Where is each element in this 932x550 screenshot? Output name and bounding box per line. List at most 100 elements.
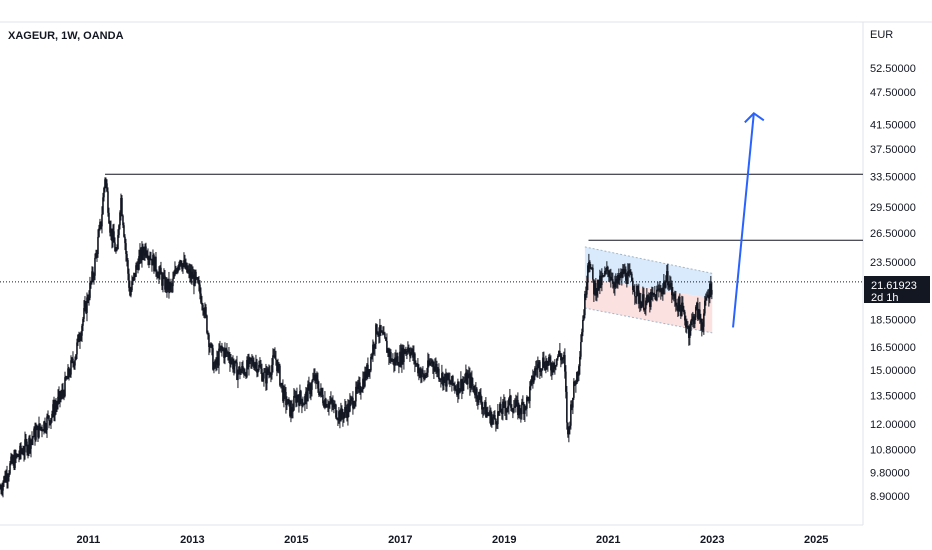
candle-body xyxy=(235,360,237,363)
candle-body xyxy=(197,278,199,283)
candle-body xyxy=(285,391,287,406)
candle-body xyxy=(371,356,373,358)
candle-body xyxy=(396,356,398,363)
candle-body xyxy=(459,388,461,394)
candle-body xyxy=(158,272,160,279)
candle-body xyxy=(672,295,674,297)
candle-body xyxy=(596,291,598,296)
candle-body xyxy=(463,381,465,383)
candle-body xyxy=(141,246,143,261)
candle-body xyxy=(646,295,648,301)
candle-body xyxy=(428,360,430,365)
horizontal-levels[interactable] xyxy=(0,173,863,283)
candle-body xyxy=(6,473,8,481)
candle-body xyxy=(355,386,357,402)
candle-body xyxy=(107,191,109,213)
candle-body xyxy=(601,275,603,286)
candle-body xyxy=(218,348,220,366)
candle-body xyxy=(188,269,190,271)
candle-body xyxy=(58,391,60,397)
candle-body xyxy=(332,403,334,408)
candle-body xyxy=(325,399,327,408)
candle-body xyxy=(516,399,518,401)
candle-body xyxy=(674,293,676,299)
candle-body xyxy=(417,363,419,374)
candle-body xyxy=(207,332,209,335)
candle-body xyxy=(434,366,436,371)
candle-body xyxy=(495,418,497,425)
candle-body xyxy=(330,399,332,403)
candle-body xyxy=(680,306,682,316)
candle-body xyxy=(137,265,139,270)
candle-body xyxy=(328,402,330,408)
candle-body xyxy=(457,381,459,395)
x-tick-label: 2023 xyxy=(700,534,724,546)
candle-body xyxy=(519,405,521,414)
candle-body xyxy=(558,350,560,357)
candle-body xyxy=(93,275,95,278)
candle-body xyxy=(394,357,396,366)
candle-body xyxy=(237,371,239,380)
candle-body xyxy=(23,452,25,455)
candle-body xyxy=(25,439,27,442)
candle-body xyxy=(86,297,88,313)
candle-body xyxy=(239,366,241,375)
candle-body xyxy=(240,370,242,375)
candle-body xyxy=(555,365,557,367)
candle-body xyxy=(448,379,450,381)
candle-body xyxy=(698,309,700,319)
candle-body xyxy=(255,362,257,364)
candle-body xyxy=(660,288,662,292)
candle-body xyxy=(590,267,592,269)
candle-body xyxy=(608,270,610,277)
candle-body xyxy=(542,357,544,369)
candle-body xyxy=(278,364,280,366)
candle-body xyxy=(315,374,317,382)
candle-body xyxy=(289,400,291,417)
candle-body xyxy=(356,386,358,390)
candle-body xyxy=(513,407,515,413)
candle-body xyxy=(47,415,49,417)
candle-body xyxy=(110,228,112,233)
candle-body xyxy=(585,293,587,295)
candle-body xyxy=(118,225,120,236)
candle-body xyxy=(690,321,692,331)
candle-body xyxy=(400,351,402,365)
candle-body xyxy=(602,275,604,277)
candle-body xyxy=(344,407,346,413)
candle-body xyxy=(267,369,269,374)
candle-body xyxy=(401,347,403,365)
candle-body xyxy=(523,404,525,414)
candle-body xyxy=(213,367,215,370)
candle-body xyxy=(675,298,677,306)
candle-body xyxy=(565,371,567,392)
time-axis[interactable]: 2011 2013 2015 2017 2019 2021 2023 2025 xyxy=(76,534,828,546)
candle-body xyxy=(522,402,524,405)
candle-body xyxy=(600,275,602,286)
candle-body xyxy=(127,260,129,274)
candle-body xyxy=(202,304,204,311)
candle-body xyxy=(106,183,108,192)
candle-body xyxy=(441,373,443,380)
candle-body xyxy=(341,408,343,415)
candle-body xyxy=(403,349,405,363)
candle-body xyxy=(426,372,428,376)
candle-body xyxy=(368,369,370,376)
candle-body xyxy=(649,296,651,307)
candle-body xyxy=(49,420,51,424)
candle-body xyxy=(68,368,70,375)
candle-body xyxy=(405,351,407,354)
candle-body xyxy=(574,381,576,385)
candle-body xyxy=(499,404,501,413)
x-tick-label: 2013 xyxy=(180,534,204,546)
candle-body xyxy=(374,344,376,349)
trend-arrow[interactable] xyxy=(732,112,765,328)
candle-body xyxy=(220,345,222,350)
candle-body xyxy=(364,371,366,387)
candle-body xyxy=(501,412,503,414)
candle-body xyxy=(492,417,494,419)
candle-body xyxy=(630,273,632,275)
candle-body xyxy=(533,376,535,383)
candle-body xyxy=(296,395,298,403)
